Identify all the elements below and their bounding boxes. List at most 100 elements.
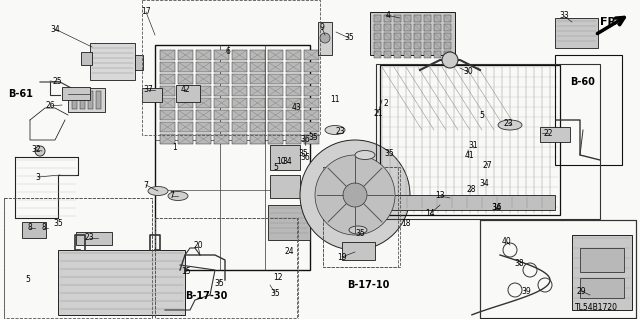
Bar bbox=[286, 110, 301, 120]
Text: 35: 35 bbox=[355, 229, 365, 239]
Bar bbox=[142, 88, 162, 102]
Bar bbox=[250, 74, 265, 84]
Bar bbox=[304, 98, 319, 108]
Bar bbox=[178, 134, 193, 144]
Text: 7: 7 bbox=[170, 191, 175, 201]
Bar bbox=[286, 98, 301, 108]
Bar bbox=[196, 74, 211, 84]
Text: 23: 23 bbox=[503, 118, 513, 128]
Ellipse shape bbox=[148, 187, 168, 196]
Bar bbox=[135, 55, 143, 70]
Text: 38: 38 bbox=[514, 259, 524, 269]
Bar bbox=[80, 91, 85, 109]
Text: 29: 29 bbox=[576, 286, 586, 295]
Bar bbox=[414, 15, 421, 22]
Ellipse shape bbox=[349, 226, 367, 234]
Bar bbox=[444, 51, 451, 58]
Text: 34: 34 bbox=[479, 179, 489, 188]
Bar bbox=[268, 134, 283, 144]
Text: 11: 11 bbox=[330, 95, 340, 105]
Bar bbox=[286, 62, 301, 72]
Text: 3: 3 bbox=[36, 173, 40, 182]
Text: 28: 28 bbox=[467, 186, 476, 195]
Text: 24: 24 bbox=[284, 248, 294, 256]
Bar bbox=[376, 64, 600, 219]
Bar bbox=[404, 51, 411, 58]
Bar bbox=[155, 45, 310, 270]
Bar bbox=[342, 242, 375, 260]
Bar bbox=[250, 134, 265, 144]
Text: 34: 34 bbox=[50, 25, 60, 33]
Bar bbox=[250, 98, 265, 108]
Bar bbox=[142, 0, 320, 135]
Bar bbox=[444, 42, 451, 49]
Bar bbox=[176, 85, 200, 102]
Bar bbox=[434, 42, 441, 49]
Bar bbox=[374, 15, 381, 22]
Text: 42: 42 bbox=[180, 85, 190, 93]
Bar bbox=[96, 91, 101, 109]
Text: 10: 10 bbox=[276, 158, 286, 167]
Bar bbox=[268, 74, 283, 84]
Bar bbox=[214, 110, 229, 120]
Text: 7: 7 bbox=[143, 181, 148, 189]
Bar bbox=[555, 18, 598, 48]
Ellipse shape bbox=[355, 151, 375, 160]
Bar bbox=[444, 33, 451, 40]
Text: 5: 5 bbox=[479, 112, 484, 121]
Text: 30: 30 bbox=[463, 68, 473, 77]
Bar bbox=[444, 15, 451, 22]
Bar bbox=[414, 42, 421, 49]
Bar bbox=[414, 51, 421, 58]
Bar bbox=[160, 122, 175, 132]
Text: 16: 16 bbox=[492, 204, 502, 212]
Bar bbox=[580, 248, 624, 272]
Text: 34: 34 bbox=[491, 204, 501, 212]
Bar bbox=[214, 86, 229, 96]
Text: 33: 33 bbox=[559, 11, 569, 20]
Bar bbox=[178, 74, 193, 84]
Bar bbox=[76, 232, 112, 245]
Text: 6: 6 bbox=[225, 48, 230, 56]
Text: 36: 36 bbox=[300, 136, 310, 145]
Ellipse shape bbox=[325, 125, 345, 135]
Bar bbox=[404, 42, 411, 49]
Bar bbox=[160, 86, 175, 96]
Bar bbox=[268, 110, 283, 120]
Bar bbox=[434, 51, 441, 58]
Text: 2: 2 bbox=[383, 99, 388, 108]
Bar bbox=[424, 51, 431, 58]
Text: 35: 35 bbox=[308, 132, 318, 142]
Bar bbox=[394, 33, 401, 40]
Text: 35: 35 bbox=[53, 219, 63, 227]
Bar bbox=[250, 62, 265, 72]
Text: 9: 9 bbox=[319, 24, 324, 33]
Bar bbox=[232, 74, 247, 84]
Bar bbox=[214, 134, 229, 144]
Bar bbox=[214, 98, 229, 108]
Bar bbox=[178, 50, 193, 60]
Text: 17: 17 bbox=[141, 8, 151, 17]
Ellipse shape bbox=[168, 191, 188, 201]
Text: 5: 5 bbox=[26, 276, 31, 285]
Bar bbox=[4, 198, 152, 318]
Bar bbox=[155, 218, 297, 318]
Bar bbox=[270, 175, 300, 198]
Text: 22: 22 bbox=[543, 129, 553, 137]
Text: 25: 25 bbox=[52, 77, 62, 85]
Bar bbox=[214, 50, 229, 60]
Text: 23: 23 bbox=[335, 127, 345, 136]
Bar bbox=[62, 87, 90, 100]
Bar bbox=[160, 50, 175, 60]
Bar bbox=[390, 195, 555, 210]
Bar bbox=[232, 86, 247, 96]
Bar bbox=[286, 86, 301, 96]
Bar bbox=[318, 22, 332, 55]
Text: 35: 35 bbox=[270, 288, 280, 298]
Bar bbox=[555, 55, 622, 165]
Bar bbox=[434, 24, 441, 31]
Bar bbox=[286, 134, 301, 144]
Bar bbox=[196, 86, 211, 96]
Text: B-17-10: B-17-10 bbox=[347, 280, 389, 290]
Bar bbox=[155, 218, 298, 319]
